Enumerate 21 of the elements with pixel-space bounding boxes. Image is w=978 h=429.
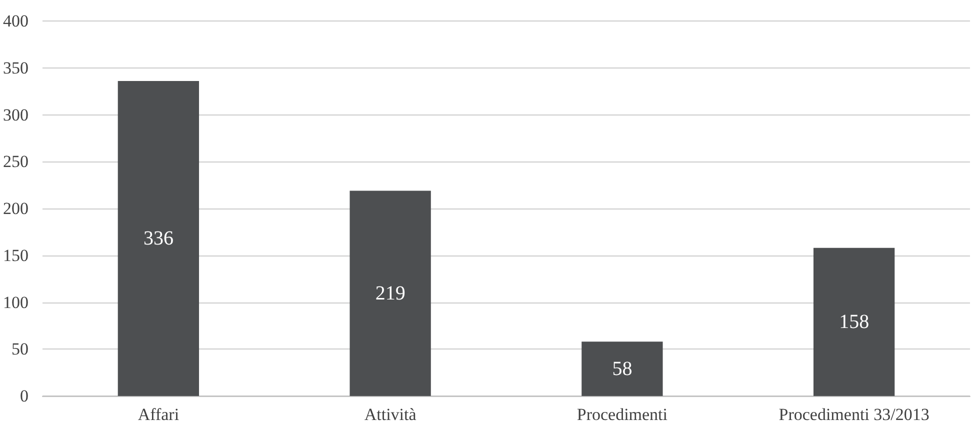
data-label: 58 [612,358,632,380]
y-tick-label: 400 [3,12,28,30]
y-tick-label: 300 [3,105,28,124]
data-label: 336 [143,228,174,250]
data-label: 158 [839,310,870,333]
x-tick-label: Procedimenti [576,405,668,424]
data-label: 219 [375,282,406,304]
bar [350,190,431,396]
y-tick-label: 350 [3,58,28,78]
x-tick-label: Affari [138,405,180,424]
x-tick-label: Procedimenti 33/2013 [778,405,930,424]
y-tick-label: 50 [12,340,28,359]
bar [813,248,895,396]
y-tick-label: 100 [3,292,28,312]
y-tick-label: 150 [3,246,28,265]
bar [118,81,200,396]
bar [582,342,663,396]
y-tick-label: 250 [3,152,28,172]
x-tick-label: Attività [364,405,417,424]
y-tick-label: 0 [20,386,28,406]
y-tick-label: 200 [3,199,28,218]
